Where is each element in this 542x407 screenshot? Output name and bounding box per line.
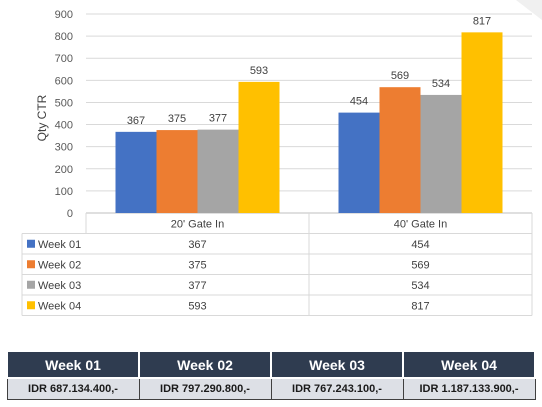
legend-label: Week 02: [38, 259, 81, 271]
corner-decoration: [516, 0, 542, 20]
bar: [379, 87, 421, 213]
table-value: 569: [411, 259, 429, 271]
y-tick-label: 300: [55, 142, 73, 154]
table-value: 367: [188, 239, 206, 251]
legend-label: Week 03: [38, 280, 81, 292]
cost-value-week-04: IDR 1.187.133.900,-: [402, 377, 536, 400]
data-labels: 367 375 377 593 454 569 534 817: [127, 15, 491, 127]
cost-table-header-row: Week 01 Week 02 Week 03 Week 04: [6, 350, 536, 379]
data-label: 367: [127, 115, 145, 127]
data-table: 20' Gate In 40' Gate In Week 01 367 454 Week …: [21, 213, 533, 316]
y-tick-label: 800: [55, 31, 73, 43]
y-tick-label: 600: [55, 75, 73, 87]
bars: [115, 32, 503, 214]
y-axis-label: Qty CTR: [35, 94, 49, 141]
cost-value-week-03: IDR 767.243.100,-: [270, 377, 404, 400]
bar: [338, 112, 380, 213]
bar: [115, 131, 157, 213]
data-label: 375: [168, 113, 186, 125]
cost-header-week-03: Week 03: [270, 350, 404, 379]
legend-swatch: [27, 260, 35, 269]
y-tick-label: 200: [55, 164, 73, 176]
data-label: 817: [473, 15, 491, 27]
data-label: 454: [350, 96, 368, 108]
bar: [197, 129, 239, 213]
bar: [420, 94, 462, 213]
bar: [461, 32, 503, 214]
y-tick-label: 100: [55, 186, 73, 198]
data-label: 377: [209, 113, 227, 125]
table-value: 817: [411, 300, 429, 312]
cost-value-week-01: IDR 687.134.400,-: [6, 377, 140, 400]
weekly-cost-table: Week 01 Week 02 Week 03 Week 04 IDR 687.…: [6, 350, 536, 400]
data-label: 534: [432, 78, 450, 90]
data-label: 593: [250, 65, 268, 77]
legend-swatch: [27, 239, 35, 248]
bar: [238, 81, 280, 214]
bar: [156, 130, 198, 213]
table-value: 377: [188, 280, 206, 292]
legend-label: Week 01: [38, 239, 81, 251]
y-tick-label: 400: [55, 120, 73, 132]
table-value: 593: [188, 300, 206, 312]
cost-header-week-02: Week 02: [138, 350, 272, 379]
x-category-label: 20' Gate In: [171, 218, 224, 230]
table-value: 534: [411, 280, 429, 292]
data-label: 569: [391, 70, 409, 82]
y-axis-ticks: 0 100 200 300 400 500 600 700 800 900: [55, 9, 73, 220]
legend-swatch: [27, 301, 35, 310]
legend-label: Week 04: [38, 300, 81, 312]
legend-swatch: [27, 280, 35, 289]
cost-table-value-row: IDR 687.134.400,- IDR 797.290.800,- IDR …: [6, 377, 536, 400]
table-value: 454: [411, 239, 429, 251]
table-value: 375: [188, 259, 206, 271]
cost-header-week-04: Week 04: [402, 350, 536, 379]
y-tick-label: 700: [55, 53, 73, 65]
bar-chart: 0 100 200 300 400 500 600 700 800 900 Qty CTR 367…: [21, 9, 533, 316]
cost-value-week-02: IDR 797.290.800,-: [138, 377, 272, 400]
x-category-label: 40' Gate In: [394, 218, 447, 230]
y-tick-label: 0: [67, 208, 73, 220]
y-tick-label: 900: [55, 9, 73, 21]
cost-header-week-01: Week 01: [6, 350, 140, 379]
y-tick-label: 500: [55, 97, 73, 109]
